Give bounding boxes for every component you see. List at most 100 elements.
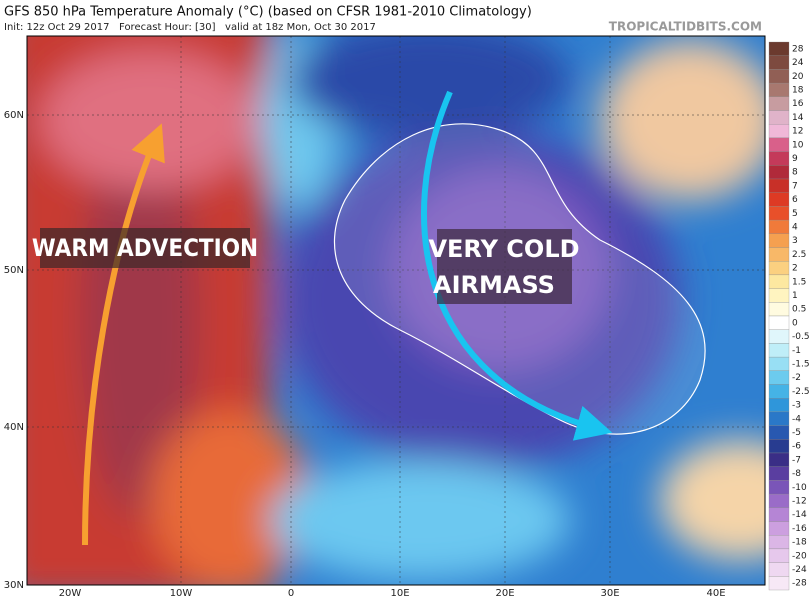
colorbar-label: -14 <box>792 510 807 520</box>
colorbar-label: 2 <box>792 264 798 274</box>
colorbar-label: -16 <box>792 524 807 534</box>
cold-arrow <box>421 90 613 441</box>
lon-label: 10W <box>170 588 193 599</box>
colorbar-label: 7 <box>792 181 798 191</box>
colorbar-label: 3 <box>792 236 798 246</box>
colorbar-swatch <box>768 261 790 276</box>
warm-edge <box>150 410 310 585</box>
colorbar-label: -18 <box>792 538 807 548</box>
colorbar-label: 12 <box>792 127 803 137</box>
label-box <box>437 229 572 304</box>
colorbar-swatch <box>768 576 790 591</box>
colorbar-label: -0.5 <box>792 332 810 342</box>
lon-label: 30E <box>600 588 619 599</box>
colorbar-label: 28 <box>792 44 804 54</box>
colorbar-label: 6 <box>792 195 798 205</box>
colorbar-swatch <box>768 439 790 454</box>
cool-south <box>270 460 570 580</box>
colorbar-label: 16 <box>792 99 804 109</box>
colorbar-swatch <box>768 274 790 289</box>
colorbar-swatch <box>768 411 790 426</box>
colorbar-label: -12 <box>792 496 807 506</box>
colorbar-label: -10 <box>792 483 807 493</box>
colorbar-swatch <box>768 110 790 125</box>
map-frame <box>26 35 766 586</box>
colorbar-label: 9 <box>792 154 798 164</box>
colorbar-label: -2.5 <box>792 387 810 397</box>
colorbar-label: -20 <box>792 551 807 561</box>
colorbar-swatch <box>768 521 790 536</box>
annotation: AIRMASS <box>433 271 555 299</box>
colorbar-label: 24 <box>792 58 804 68</box>
colorbar-swatch <box>768 562 790 577</box>
lon-label: 20W <box>59 588 82 599</box>
colorbar-swatch <box>768 507 790 522</box>
warm-southeast <box>660 440 765 560</box>
colorbar-swatch <box>768 398 790 413</box>
colorbar-label: 20 <box>792 72 804 82</box>
colorbar-swatch <box>768 55 790 70</box>
colorbar-swatch <box>768 452 790 467</box>
warm-arrow <box>82 123 165 546</box>
colorbar-swatch <box>768 302 790 317</box>
lat-label: 40N <box>4 422 24 433</box>
colorbar-swatch <box>768 247 790 262</box>
brand: TROPICALTIDBITS.COM <box>609 20 762 34</box>
colorbar-swatch <box>768 480 790 495</box>
axes: 60N 50N 40N 30N 20W 10W 0 10E 20E 30E 40E <box>4 110 726 599</box>
colorbar-label: -1 <box>792 346 801 356</box>
colorbar-label: -6 <box>792 442 801 452</box>
colorbar-swatch <box>768 356 790 371</box>
lon-label: 40E <box>706 588 725 599</box>
colorbar-swatch <box>768 315 790 330</box>
colorbar-label: 1.5 <box>792 277 806 287</box>
colorbar-label: 4 <box>792 222 798 232</box>
colorbar-label: 18 <box>792 85 804 95</box>
colorbar-label: 0 <box>792 318 798 328</box>
colorbar-label: -3 <box>792 401 801 411</box>
annotation: WARM ADVECTION <box>32 234 258 262</box>
colorbar-swatch <box>768 69 790 84</box>
warm-east <box>600 40 765 200</box>
colorbar-label: 5 <box>792 209 798 219</box>
colorbar-label: 0.5 <box>792 305 806 315</box>
colorbar-swatch <box>768 493 790 508</box>
colorbar-swatch <box>768 41 790 56</box>
warm-core <box>80 120 200 520</box>
colorbar-label: 8 <box>792 168 798 178</box>
colorbar-swatch <box>768 137 790 152</box>
colorbar-swatch <box>768 370 790 385</box>
colorbar-swatch <box>768 329 790 344</box>
label-box <box>40 228 250 268</box>
colorbar-label: -1.5 <box>792 359 810 369</box>
colorbar-label: -5 <box>792 428 801 438</box>
colorbar-label: -2 <box>792 373 801 383</box>
colorbar-swatch <box>768 219 790 234</box>
colorbar-swatch <box>768 178 790 193</box>
colorbar-swatch <box>768 535 790 550</box>
colorbar-label: -4 <box>792 414 801 424</box>
colorbar-swatch <box>768 82 790 97</box>
title: GFS 850 hPa Temperature Anomaly (°C) (ba… <box>4 5 532 20</box>
colorbar-swatch <box>768 425 790 440</box>
lat-label: 60N <box>4 110 24 121</box>
colorbar-swatch <box>768 124 790 139</box>
colorbar-swatch <box>768 288 790 303</box>
colorbar-label: 10 <box>792 140 804 150</box>
colorbar-swatch <box>768 384 790 399</box>
colorbar-swatch <box>768 233 790 248</box>
colorbar-label: 14 <box>792 113 804 123</box>
lon-label: 0 <box>288 588 294 599</box>
colorbar-swatch <box>768 548 790 563</box>
warm-core <box>40 50 260 190</box>
lon-label: 20E <box>495 588 514 599</box>
colorbar-swatch <box>768 343 790 358</box>
subtitle: Init: 12z Oct 29 2017 Forecast Hour: [30… <box>4 22 376 33</box>
colorbar-label: -24 <box>792 565 807 575</box>
annotation: VERY COLD <box>428 235 579 263</box>
colorbar-label: -8 <box>792 469 801 479</box>
colorbar-swatch <box>768 466 790 481</box>
